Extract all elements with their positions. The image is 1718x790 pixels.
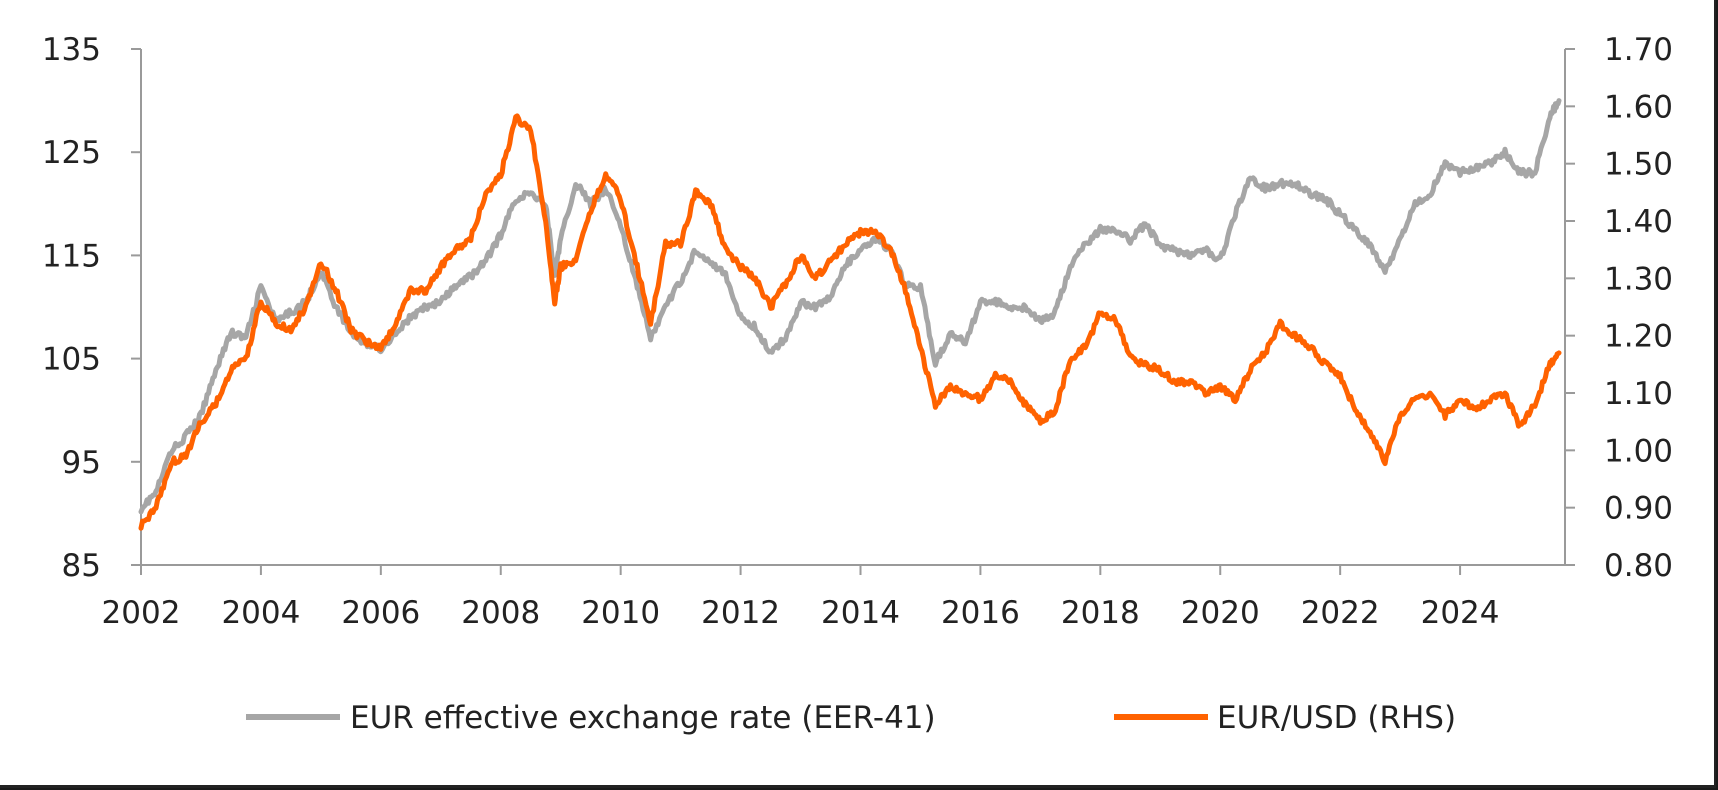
right-y-tick-label: 1.10 (1604, 376, 1673, 412)
series-line-eer41 (138, 98, 1562, 515)
x-tick-label: 2010 (581, 595, 660, 631)
x-tick-label: 2002 (102, 595, 181, 631)
x-tick-label: 2016 (941, 595, 1020, 631)
right-y-tick-label: 0.90 (1604, 491, 1673, 527)
x-tick-label: 2022 (1301, 595, 1380, 631)
x-tick-label: 2020 (1181, 595, 1260, 631)
right-y-tick-label: 1.00 (1604, 433, 1673, 469)
left-y-tick-label: 95 (62, 445, 101, 481)
axes: 85 95 105 115 125 135 0.80 0.90 1.00 1.10 1.20 1.30… (42, 32, 1673, 631)
right-y-tick-label: 1.50 (1604, 147, 1673, 183)
x-tick-label: 2024 (1421, 595, 1500, 631)
legend-label-0: EUR effective exchange rate (EER-41) (350, 700, 936, 736)
x-tick-label: 2006 (341, 595, 420, 631)
right-y-tick-label: 1.40 (1604, 204, 1673, 240)
x-tick-label: 2008 (461, 595, 540, 631)
right-y-tick-label: 1.70 (1604, 32, 1673, 68)
left-y-tick-label: 115 (42, 238, 101, 274)
series-line-eurusd (138, 113, 1562, 531)
left-y-tick-label: 125 (42, 135, 101, 171)
legend: EUR effective exchange rate (EER-41) EUR/… (246, 700, 1456, 736)
left-y-tick-label: 135 (42, 32, 101, 68)
right-y-tick-label: 1.30 (1604, 261, 1673, 297)
x-tick-label: 2004 (221, 595, 300, 631)
right-y-tick-label: 1.20 (1604, 319, 1673, 355)
x-tick-label: 2012 (701, 595, 780, 631)
left-y-tick-label: 85 (62, 548, 101, 584)
series-layer (138, 98, 1562, 531)
right-y-tick-label: 0.80 (1604, 548, 1673, 584)
x-tick-label: 2014 (821, 595, 900, 631)
x-tick-label: 2018 (1061, 595, 1140, 631)
right-y-tick-label: 1.60 (1604, 89, 1673, 125)
legend-label-1: EUR/USD (RHS) (1217, 700, 1456, 736)
left-y-tick-label: 105 (42, 342, 101, 378)
